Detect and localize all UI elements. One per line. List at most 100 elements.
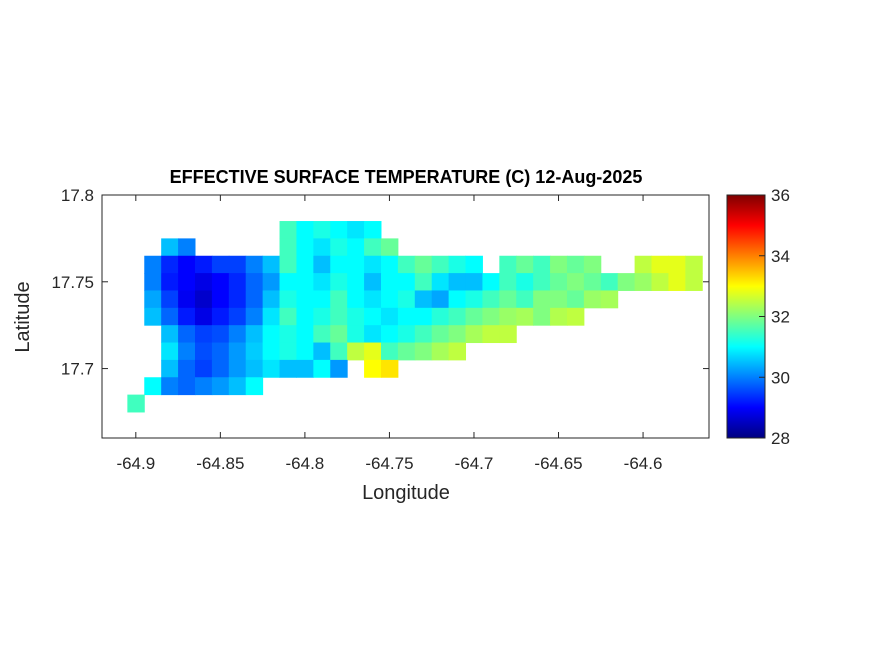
heatmap-cell [313,359,331,378]
heatmap-cell [414,290,433,309]
heatmap-cell [685,273,703,291]
heatmap-cell [364,359,382,378]
heatmap-cell [245,359,264,378]
heatmap-cell [347,342,365,361]
heatmap-cell [178,342,196,361]
heatmap-cell [178,273,196,291]
heatmap-cell [211,255,230,274]
heatmap-cell [194,342,213,361]
heatmap-cell [380,238,399,257]
heatmap-cell [617,273,636,291]
heatmap-cell [499,307,517,326]
heatmap-cell [228,377,247,396]
heatmap-cell [178,359,196,378]
heatmap-cell [296,255,314,274]
heatmap-cell [313,307,331,326]
chart-title: EFFECTIVE SURFACE TEMPERATURE (C) 12-Aug… [170,167,643,187]
heatmap-cell [245,255,264,274]
heatmap-cell [533,307,551,326]
heatmap-cell [364,290,382,309]
heatmap-cell [279,290,297,309]
heatmap-cell [414,255,433,274]
heatmap-cell [431,342,450,361]
heatmap-cell [330,342,348,361]
heatmap-cell [651,273,669,291]
x-tick-label: -64.8 [286,454,325,473]
x-tick-label: -64.9 [116,454,155,473]
heatmap-cell [245,377,264,396]
heatmap-cell [279,221,297,239]
heatmap-cell [364,238,382,257]
heatmap-cell [262,290,281,309]
heatmap-cell [313,238,331,257]
heatmap-cell [397,342,416,361]
heatmap-cell [279,359,297,378]
heatmap-cell [262,255,281,274]
heatmap-cell [482,273,500,291]
colorbar-tick-label: 36 [771,186,790,205]
heatmap-cell [550,307,568,326]
heatmap-cell [211,273,230,291]
x-tick-label: -64.6 [624,454,663,473]
heatmap-cell [194,273,213,291]
axes-box [101,194,710,439]
y-axis: 17.7 17.75 17.8 [51,186,709,379]
heatmap-cell [161,325,179,344]
heatmap-cell [347,221,365,239]
heatmap-cell [279,342,297,361]
heatmap-cell [262,325,281,344]
heatmap-cell [313,325,331,344]
heatmap-cell [499,273,517,291]
heatmap-cell [380,273,399,291]
heatmap-cell [448,307,467,326]
heatmap-cell [194,255,213,274]
heatmap-cell [228,290,247,309]
heatmap-cell [296,290,314,309]
heatmap-cell [161,238,179,257]
heatmap-cell [194,377,213,396]
heatmap-cell [245,325,264,344]
x-axis: -64.9 -64.85 -64.8 -64.75 -64.7 -64.65 -64.6 [116,195,662,473]
heatmap-cell [296,359,314,378]
heatmap-cell [482,290,500,309]
heatmap-cell [279,307,297,326]
heatmap-cell [600,290,619,309]
heatmap-cell [364,221,382,239]
heatmap-cell [296,273,314,291]
heatmap-cell [414,342,433,361]
x-tick-label: -64.75 [365,454,413,473]
heatmap-cell [600,273,619,291]
heatmap-cell [161,307,179,326]
colorbar-tick-label: 34 [771,247,790,266]
heatmap-cell [347,273,365,291]
heatmap-cell [178,307,196,326]
heatmap-cell [313,342,331,361]
heatmap-cell [482,307,500,326]
heatmap-cell [330,273,348,291]
heatmap-cell [262,273,281,291]
heatmap-cell [347,307,365,326]
heatmap-cell [380,359,399,378]
heatmap-cell [144,255,162,274]
heatmap-cell [161,290,179,309]
heatmap-cell [279,238,297,257]
heatmap-cell [330,307,348,326]
heatmap-cell [178,290,196,309]
heatmap-cell [533,255,551,274]
heatmap-cell [228,342,247,361]
heatmap-cell [397,290,416,309]
heatmap-cell [194,325,213,344]
heatmap-cell [144,290,162,309]
heatmap-cell [566,307,585,326]
heatmap-cell [414,325,433,344]
heatmap-cell [330,359,348,378]
heatmap-cell [161,342,179,361]
heatmap-cell [296,221,314,239]
heatmap-cell [364,307,382,326]
y-axis-label: Latitude [12,281,34,352]
heatmap-cell [566,255,585,274]
y-tick-label: 17.8 [61,186,94,205]
heatmap-cell [550,255,568,274]
heatmap-cell [330,238,348,257]
